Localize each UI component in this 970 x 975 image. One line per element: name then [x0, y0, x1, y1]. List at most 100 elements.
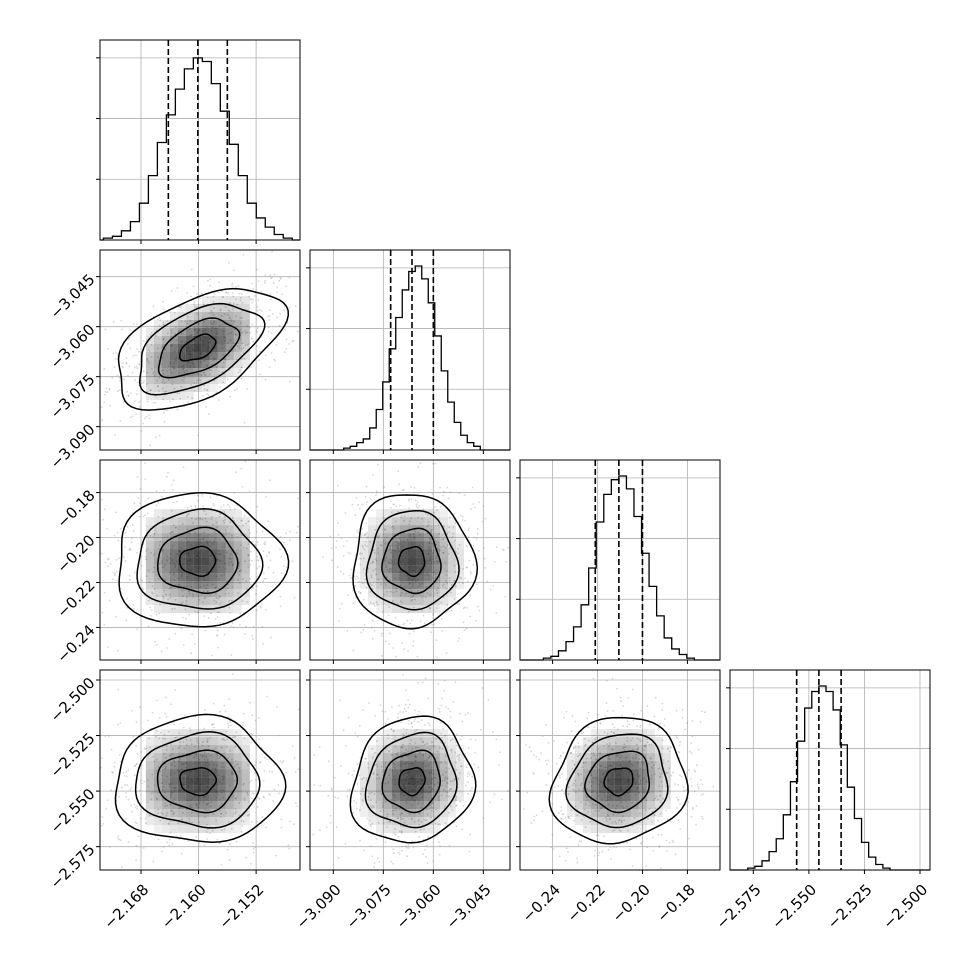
density-cell — [233, 793, 242, 802]
sample-point — [226, 551, 228, 554]
density-cell — [233, 344, 242, 352]
density-cell — [193, 737, 202, 746]
sample-point — [252, 298, 254, 301]
density-cell — [169, 809, 178, 818]
density-cell — [161, 320, 170, 328]
density-cell — [201, 376, 210, 384]
density-cell — [209, 368, 218, 376]
density-cell — [590, 825, 599, 834]
sample-point — [118, 380, 121, 382]
sample-point — [676, 807, 679, 809]
sample-point — [571, 715, 574, 717]
sample-point — [148, 417, 151, 420]
sample-point — [170, 484, 173, 486]
sample-point — [224, 518, 227, 521]
sample-point — [495, 612, 498, 614]
sample-point — [169, 596, 172, 599]
sample-point — [117, 539, 120, 542]
sample-point — [214, 586, 217, 589]
sample-point — [238, 292, 241, 295]
sample-point — [206, 838, 209, 840]
sample-point — [190, 384, 192, 386]
sample-point — [100, 552, 103, 555]
sample-point — [209, 368, 211, 371]
sample-point — [254, 772, 256, 775]
density-cell — [392, 809, 400, 818]
density-cell — [424, 785, 432, 794]
sample-point — [229, 302, 232, 305]
sample-point — [174, 598, 177, 601]
density-cell — [153, 753, 162, 762]
sample-point — [418, 835, 420, 838]
density-cell — [630, 825, 639, 834]
density-cell — [574, 793, 583, 802]
sample-point — [206, 590, 209, 592]
density-cell — [209, 565, 218, 574]
sample-point — [158, 612, 161, 615]
sample-point — [211, 323, 214, 325]
sample-point — [104, 561, 107, 564]
sample-point — [228, 261, 230, 264]
sample-point — [411, 726, 414, 728]
sample-point — [236, 345, 239, 347]
sample-point — [271, 250, 273, 253]
density-cell — [360, 793, 368, 802]
density-cell — [233, 801, 242, 810]
sample-point — [292, 339, 295, 342]
sample-point — [188, 592, 191, 595]
sample-point — [687, 801, 690, 804]
sample-point — [675, 734, 678, 737]
sample-point — [476, 605, 479, 608]
sample-point — [354, 601, 356, 604]
density-cell — [456, 541, 464, 550]
sample-point — [476, 527, 479, 530]
sample-point — [331, 559, 333, 562]
sample-point — [243, 357, 246, 360]
sample-point — [203, 844, 206, 847]
density-cell — [193, 352, 202, 360]
density-cell — [177, 533, 186, 542]
density-cell — [145, 785, 154, 794]
density-cell — [177, 392, 186, 400]
sample-point — [249, 563, 252, 566]
density-cell — [201, 328, 210, 336]
sample-point — [215, 366, 218, 368]
sample-point — [270, 636, 272, 639]
sample-point — [135, 413, 138, 416]
sample-point — [133, 571, 136, 574]
sample-point — [242, 578, 244, 581]
sample-point — [288, 276, 291, 279]
density-cell — [638, 785, 647, 794]
density-cell — [161, 509, 170, 518]
sample-point — [410, 721, 413, 724]
density-cell — [241, 785, 250, 794]
sample-point — [203, 584, 206, 587]
sample-point — [207, 616, 210, 619]
sample-point — [604, 715, 607, 717]
sample-point — [159, 604, 162, 606]
sample-point — [690, 778, 692, 780]
density-cell — [416, 737, 424, 746]
sample-point — [129, 347, 132, 350]
sample-point — [190, 295, 193, 298]
sample-point — [460, 514, 462, 517]
density-cell — [408, 801, 416, 810]
sample-point — [279, 548, 281, 551]
sample-point — [190, 505, 192, 508]
sample-point — [199, 586, 202, 588]
sample-point — [166, 559, 169, 562]
density-cell — [424, 737, 432, 746]
sample-point — [201, 292, 203, 295]
sample-point — [573, 746, 575, 749]
sample-point — [196, 611, 199, 614]
sample-point — [228, 600, 231, 602]
sample-point — [241, 302, 244, 304]
sample-point — [206, 364, 208, 366]
sample-point — [134, 400, 136, 402]
sample-point — [166, 647, 168, 649]
sample-point — [202, 590, 205, 593]
sample-point — [373, 629, 376, 632]
sample-point — [235, 358, 238, 361]
sample-point — [463, 494, 466, 496]
sample-point — [458, 637, 460, 640]
